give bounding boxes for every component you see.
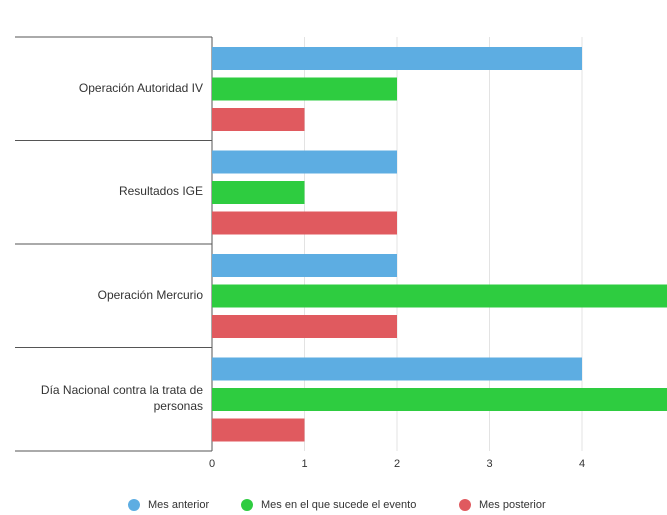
category-label: Operación Autoridad IV bbox=[78, 80, 203, 95]
legend-item-mes-anterior[interactable]: Mes anterior bbox=[128, 499, 209, 511]
x-tick-label: 0 bbox=[209, 458, 215, 470]
bar bbox=[212, 77, 397, 101]
legend-item-mes-posterior[interactable]: Mes posterior bbox=[459, 499, 546, 511]
category-label: Día Nacional contra la trata de personas bbox=[40, 383, 203, 414]
x-tick-label: 3 bbox=[486, 458, 492, 470]
bar bbox=[212, 211, 397, 235]
legend-swatch bbox=[241, 499, 253, 511]
category-label: Operación Mercurio bbox=[97, 287, 203, 302]
bar bbox=[212, 388, 667, 411]
bar bbox=[212, 108, 305, 131]
legend-swatch bbox=[459, 499, 471, 511]
x-tick-label: 4 bbox=[579, 458, 585, 470]
legend-label: Mes en el que sucede el evento bbox=[261, 499, 417, 511]
category-label: Resultados IGE bbox=[118, 184, 203, 199]
bar bbox=[212, 357, 582, 381]
x-tick-label: 1 bbox=[301, 458, 307, 470]
bar bbox=[212, 254, 397, 277]
legend-swatch bbox=[128, 499, 140, 511]
x-tick-label: 2 bbox=[394, 458, 400, 470]
bar bbox=[212, 315, 397, 338]
bar bbox=[212, 284, 667, 308]
legend-item-mes-evento[interactable]: Mes en el que sucede el evento bbox=[241, 499, 416, 511]
legend-label: Mes posterior bbox=[479, 499, 546, 511]
bar bbox=[212, 181, 305, 204]
legend-label: Mes anterior bbox=[148, 499, 210, 511]
bar bbox=[212, 418, 305, 442]
bar bbox=[212, 150, 397, 174]
bar bbox=[212, 47, 582, 70]
